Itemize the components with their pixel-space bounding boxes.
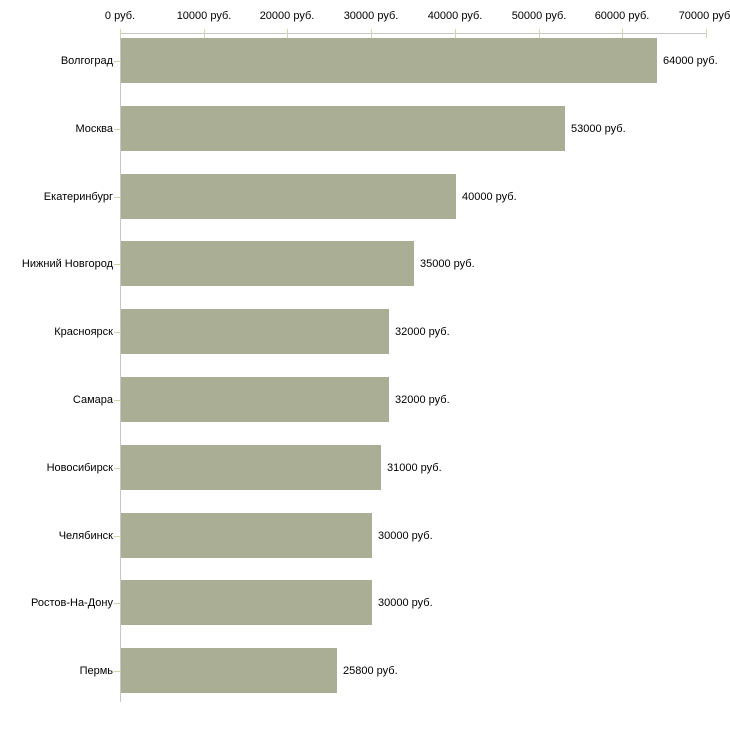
x-axis-tick-label: 60000 руб. xyxy=(594,10,650,22)
value-label: 40000 руб. xyxy=(462,190,517,203)
value-label: 30000 руб. xyxy=(378,529,433,542)
category-label: Самара xyxy=(72,393,113,406)
category-label: Москва xyxy=(75,122,113,135)
x-axis-tick-label: 0 руб. xyxy=(104,10,136,22)
category-label: Волгоград xyxy=(60,54,113,67)
value-label: 53000 руб. xyxy=(571,122,626,135)
y-axis-tick xyxy=(114,264,121,265)
bar-row: Екатеринбург 40000 руб. xyxy=(0,174,730,219)
y-axis-line xyxy=(120,33,121,702)
bar-row: Красноярск 32000 руб. xyxy=(0,309,730,354)
bar[interactable] xyxy=(121,241,414,286)
category-label: Нижний Новгород xyxy=(21,257,113,270)
value-label: 30000 руб. xyxy=(378,596,433,609)
bar[interactable] xyxy=(121,445,381,490)
y-axis-tick xyxy=(114,129,121,130)
x-axis-tick xyxy=(455,29,456,38)
x-axis-tick xyxy=(204,29,205,38)
bar[interactable] xyxy=(121,309,389,354)
x-axis-tick-label: 10000 руб. xyxy=(176,10,232,22)
bar-row: Челябинск 30000 руб. xyxy=(0,513,730,558)
value-label: 31000 руб. xyxy=(387,461,442,474)
value-label: 64000 руб. xyxy=(663,54,718,67)
y-axis-tick xyxy=(114,603,121,604)
bar[interactable] xyxy=(121,580,372,625)
value-label: 32000 руб. xyxy=(395,325,450,338)
bar[interactable] xyxy=(121,648,337,693)
bar[interactable] xyxy=(121,38,657,83)
x-axis-line xyxy=(120,33,707,34)
x-axis-tick xyxy=(287,29,288,38)
category-label: Челябинск xyxy=(58,529,113,542)
x-axis-tick-label: 20000 руб. xyxy=(259,10,315,22)
x-axis-tick xyxy=(706,29,707,38)
bar-row: Москва 53000 руб. xyxy=(0,106,730,151)
value-label: 32000 руб. xyxy=(395,393,450,406)
x-axis-tick-label: 30000 руб. xyxy=(343,10,399,22)
y-axis-tick xyxy=(114,468,121,469)
bar-row: Новосибирск 31000 руб. xyxy=(0,445,730,490)
category-label: Ростов-На-Дону xyxy=(30,596,113,609)
category-label: Новосибирск xyxy=(46,461,113,474)
y-axis-tick xyxy=(114,671,121,672)
x-axis-tick-label: 40000 руб. xyxy=(427,10,483,22)
x-axis-tick xyxy=(371,29,372,38)
bar-row: Самара 32000 руб. xyxy=(0,377,730,422)
x-axis-tick xyxy=(539,29,540,38)
value-label: 25800 руб. xyxy=(343,664,398,677)
bar-row: Пермь 25800 руб. xyxy=(0,648,730,693)
category-label: Екатеринбург xyxy=(43,190,113,203)
value-label: 35000 руб. xyxy=(420,257,475,270)
x-axis-tick xyxy=(120,29,121,38)
y-axis-tick xyxy=(114,536,121,537)
y-axis-tick xyxy=(114,61,121,62)
x-axis-tick-label: 70000 руб. xyxy=(678,10,730,22)
bar[interactable] xyxy=(121,513,372,558)
bar[interactable] xyxy=(121,377,389,422)
x-axis-tick xyxy=(622,29,623,38)
category-label: Красноярск xyxy=(54,325,113,338)
y-axis-tick xyxy=(114,400,121,401)
bar-row: Ростов-На-Дону 30000 руб. xyxy=(0,580,730,625)
bar-row: Волгоград 64000 руб. xyxy=(0,38,730,83)
bar-row: Нижний Новгород 35000 руб. xyxy=(0,241,730,286)
y-axis-tick xyxy=(114,332,121,333)
x-axis-tick-label: 50000 руб. xyxy=(511,10,567,22)
y-axis-tick xyxy=(114,197,121,198)
category-label: Пермь xyxy=(79,664,113,677)
bar[interactable] xyxy=(121,106,565,151)
bar[interactable] xyxy=(121,174,456,219)
